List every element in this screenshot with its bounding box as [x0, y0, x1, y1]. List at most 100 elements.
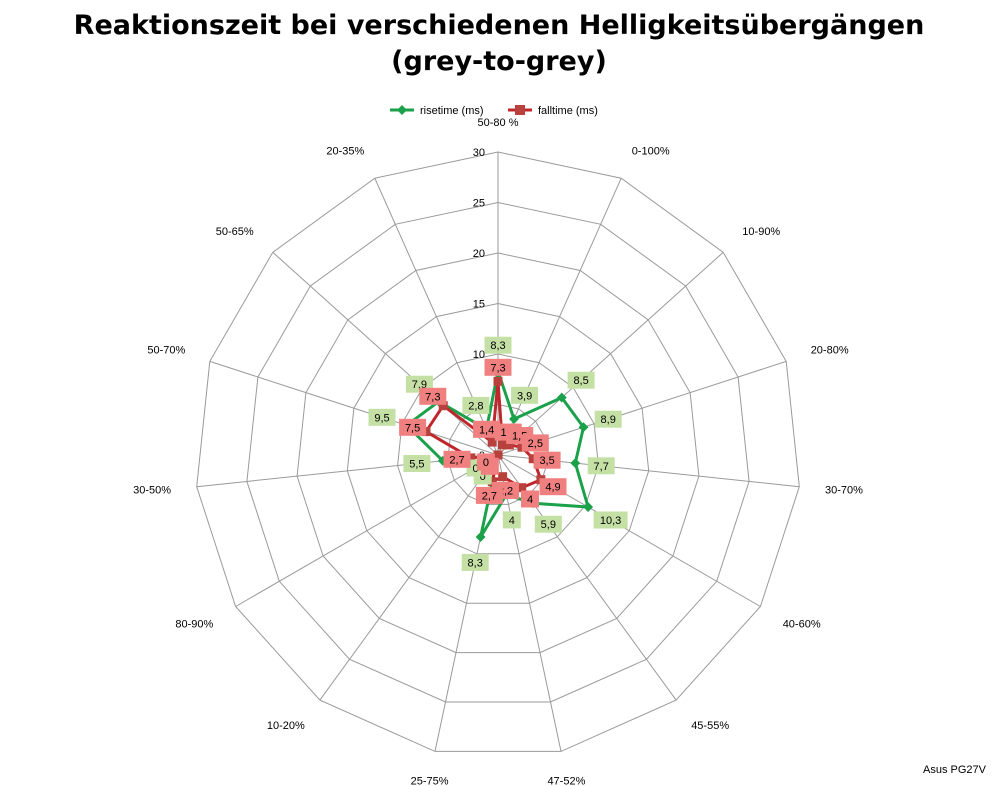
falltime-data-label: 4 — [527, 494, 533, 506]
falltime-point — [528, 454, 538, 464]
data-label-bg — [484, 358, 512, 376]
risetime-data-label: 8,5 — [573, 375, 588, 387]
data-label-bg — [502, 511, 521, 529]
risetime-data-label: 10,3 — [600, 515, 621, 527]
risetime-data-label: 8,3 — [490, 340, 505, 352]
category-label: 50-70% — [147, 344, 185, 356]
grid-ring-15 — [346, 302, 650, 604]
data-label-bg — [594, 410, 622, 428]
category-label: 45-55% — [691, 720, 729, 732]
grid-spoke — [209, 360, 499, 456]
category-label: 30-70% — [825, 484, 863, 496]
category-label: 80-90% — [175, 618, 213, 630]
grid-spoke — [272, 251, 499, 456]
data-label-bg — [521, 434, 549, 452]
category-label: 30-50% — [133, 484, 171, 496]
risetime-data-label: 5,5 — [409, 459, 424, 471]
tick-label: 20 — [473, 248, 485, 260]
data-label-bg — [484, 336, 512, 354]
data-label-bg — [533, 451, 561, 469]
risetime-point — [475, 532, 486, 542]
falltime-data-label: 2,5 — [528, 438, 543, 450]
falltime-point — [498, 472, 508, 482]
falltime-data-label: 7,3 — [425, 391, 440, 403]
risetime-data-label: 0 — [480, 471, 486, 483]
risetime-data-label: 4 — [509, 515, 515, 527]
falltime-data-label: 4,9 — [545, 482, 560, 494]
data-label-bg — [475, 486, 503, 504]
falltime-data-label: 3,5 — [539, 455, 554, 467]
category-label: 10-20% — [267, 720, 305, 732]
falltime-point — [438, 401, 448, 411]
legend-marker-falltime — [515, 105, 525, 115]
data-label-bg — [534, 515, 562, 533]
category-label: 20-35% — [326, 146, 364, 158]
grid-spoke — [497, 454, 562, 752]
falltime-point — [487, 477, 497, 487]
category-label: 40-60% — [783, 618, 821, 630]
data-label-bg — [443, 450, 471, 468]
data-label-bg — [473, 420, 501, 438]
falltime-point — [487, 437, 497, 447]
legend-marker-risetime — [397, 105, 407, 115]
data-label-bg — [593, 511, 628, 529]
grid-spoke — [319, 454, 499, 701]
grid-spoke — [497, 251, 724, 456]
data-label-bg — [461, 553, 489, 571]
tick-label: 25 — [473, 198, 485, 210]
category-label: 50-65% — [216, 226, 254, 238]
risetime-data-label: 2,8 — [468, 400, 483, 412]
risetime-point — [578, 422, 589, 433]
falltime-point — [493, 376, 503, 386]
legend-label: risetime (ms) — [420, 105, 484, 117]
tick-label: 10 — [473, 349, 485, 361]
data-label-bg — [419, 387, 447, 405]
category-label: 25-75% — [411, 776, 449, 786]
category-label: 47-52% — [547, 776, 585, 786]
falltime-data-label: 7,3 — [490, 362, 505, 374]
falltime-point — [517, 483, 527, 493]
risetime-data-label: 8,9 — [601, 414, 616, 426]
category-label: 20-80% — [811, 344, 849, 356]
grid-ring-30 — [196, 151, 800, 752]
chart-title: Reaktionszeit bei verschiedenen Helligke… — [0, 8, 998, 80]
chart-title-line-1: Reaktionszeit bei verschiedenen Helligke… — [73, 10, 925, 41]
tick-label: 15 — [473, 299, 485, 311]
grid-ring-10 — [397, 353, 599, 555]
data-label-bg — [462, 396, 490, 414]
falltime-data-label: 2,7 — [482, 490, 497, 502]
falltime-point — [466, 453, 476, 463]
grid-spoke — [235, 454, 499, 607]
falltime-data-label: 7,5 — [405, 422, 420, 434]
risetime-data-label: 8,3 — [468, 557, 483, 569]
risetime-point — [583, 502, 594, 512]
risetime-data-label: 0 — [472, 463, 478, 475]
grid-ring-5 — [447, 403, 549, 505]
falltime-point — [498, 440, 507, 450]
data-label-bg — [587, 457, 615, 475]
falltime-data-label: 0 — [483, 457, 489, 469]
tick-label: 30 — [473, 147, 485, 159]
chart-title-line-2: (grey-to-grey) — [391, 46, 607, 77]
data-label-bg — [368, 408, 396, 426]
grid-ring-25 — [246, 201, 750, 703]
data-label-bg — [476, 453, 495, 471]
data-label-bg — [539, 478, 567, 496]
data-label-bg — [399, 418, 427, 436]
falltime-data-label: 2,7 — [449, 454, 464, 466]
brand-watermark: Asus PG27V — [923, 764, 986, 776]
risetime-point — [509, 414, 519, 424]
falltime-point — [493, 450, 503, 460]
legend-label: falltime (ms) — [538, 105, 598, 117]
risetime-point — [570, 458, 581, 469]
risetime-data-label: 3,9 — [517, 390, 532, 402]
data-label-bg — [521, 490, 539, 508]
falltime-data-label: 1,4 — [479, 424, 494, 436]
grid-ring-20 — [296, 252, 700, 654]
risetime-data-label: 9,5 — [374, 412, 389, 424]
category-label: 10-90% — [742, 226, 780, 238]
grid-spoke — [497, 177, 622, 456]
risetime-point — [556, 392, 567, 403]
category-label: 0-100% — [632, 146, 670, 158]
